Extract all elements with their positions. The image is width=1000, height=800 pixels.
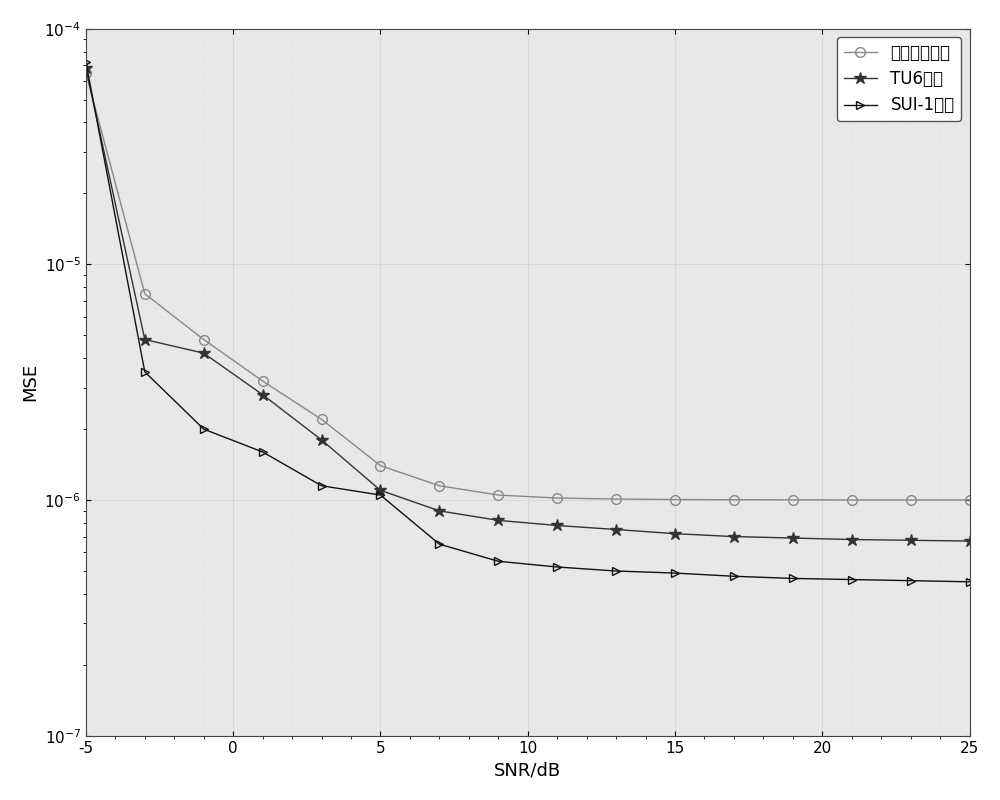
TU6信道 — [846, 534, 858, 544]
指数衰落信道 — [198, 334, 210, 344]
SUI-1信道 — [139, 367, 151, 377]
指数衰落信道 — [316, 414, 328, 424]
指数衰落信道 — [905, 495, 917, 505]
Line: 指数衰落信道: 指数衰落信道 — [81, 68, 974, 505]
Y-axis label: MSE: MSE — [21, 363, 39, 402]
SUI-1信道 — [787, 574, 799, 583]
TU6信道 — [139, 334, 151, 344]
SUI-1信道 — [846, 574, 858, 584]
TU6信道 — [787, 534, 799, 543]
Line: TU6信道: TU6信道 — [80, 62, 976, 547]
TU6信道 — [964, 536, 976, 546]
SUI-1信道 — [964, 577, 976, 586]
指数衰落信道 — [139, 289, 151, 298]
指数衰落信道 — [610, 494, 622, 504]
Line: SUI-1信道: SUI-1信道 — [82, 58, 974, 586]
SUI-1信道 — [374, 490, 386, 500]
TU6信道 — [669, 529, 681, 538]
指数衰落信道 — [669, 494, 681, 504]
SUI-1信道 — [669, 568, 681, 578]
TU6信道 — [374, 486, 386, 495]
指数衰落信道 — [492, 490, 504, 500]
SUI-1信道 — [80, 58, 92, 67]
指数衰落信道 — [433, 481, 445, 490]
TU6信道 — [728, 532, 740, 542]
指数衰落信道 — [374, 461, 386, 470]
TU6信道 — [610, 525, 622, 534]
指数衰落信道 — [846, 495, 858, 505]
TU6信道 — [551, 521, 563, 530]
SUI-1信道 — [492, 557, 504, 566]
指数衰落信道 — [964, 495, 976, 505]
指数衰落信道 — [80, 68, 92, 78]
TU6信道 — [492, 515, 504, 525]
指数衰落信道 — [728, 495, 740, 505]
指数衰落信道 — [787, 495, 799, 505]
TU6信道 — [905, 535, 917, 545]
SUI-1信道 — [728, 571, 740, 581]
TU6信道 — [80, 63, 92, 73]
SUI-1信道 — [551, 562, 563, 572]
SUI-1信道 — [198, 424, 210, 434]
SUI-1信道 — [433, 539, 445, 549]
TU6信道 — [198, 348, 210, 358]
X-axis label: SNR/dB: SNR/dB — [494, 761, 561, 779]
SUI-1信道 — [257, 447, 269, 457]
Legend: 指数衰落信道, TU6信道, SUI-1信道: 指数衰落信道, TU6信道, SUI-1信道 — [837, 37, 961, 121]
SUI-1信道 — [905, 576, 917, 586]
TU6信道 — [257, 390, 269, 399]
SUI-1信道 — [610, 566, 622, 576]
指数衰落信道 — [257, 376, 269, 386]
TU6信道 — [316, 435, 328, 445]
TU6信道 — [433, 506, 445, 516]
SUI-1信道 — [316, 481, 328, 490]
指数衰落信道 — [551, 494, 563, 503]
